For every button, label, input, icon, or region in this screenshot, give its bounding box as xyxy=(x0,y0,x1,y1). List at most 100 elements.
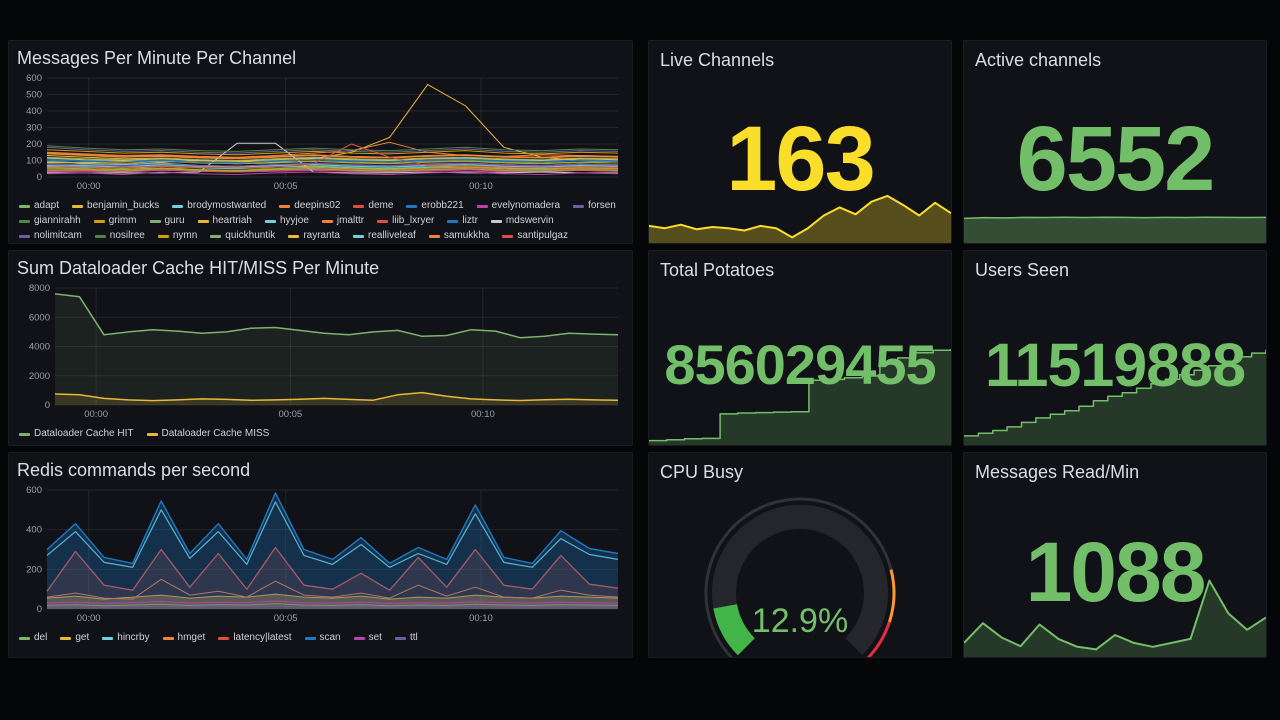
svg-text:00:05: 00:05 xyxy=(278,409,302,420)
svg-text:8000: 8000 xyxy=(29,283,50,294)
legend-item[interactable]: nymn xyxy=(157,230,198,242)
legend-item[interactable]: nolimitcam xyxy=(19,230,82,242)
panel-title[interactable]: Redis commands per second xyxy=(17,460,251,480)
legend-series-label: giannirahh xyxy=(34,215,81,226)
legend-item[interactable]: brodymostwanted xyxy=(172,200,266,212)
legend-series-label: nymn xyxy=(172,230,198,241)
legend-item[interactable]: liztr xyxy=(447,215,478,227)
legend-item[interactable]: hincrby xyxy=(102,632,150,644)
legend-item[interactable]: mdswervin xyxy=(490,215,554,227)
svg-text:00:05: 00:05 xyxy=(274,613,298,624)
legend-series-color-chip xyxy=(149,219,161,223)
legend-series-color-chip xyxy=(490,219,502,223)
legend-item[interactable]: erobb221 xyxy=(406,200,464,212)
panel-title[interactable]: Messages Read/Min xyxy=(975,462,1140,482)
messages-read-value: 1088 xyxy=(1025,525,1207,619)
legend-series-label: guru xyxy=(164,215,185,226)
svg-text:6000: 6000 xyxy=(29,312,50,323)
messages-read-sparkline[interactable] xyxy=(964,572,1266,657)
legend-series-label: hincrby xyxy=(117,632,150,643)
legend-series-label: nosilree xyxy=(109,230,145,241)
legend-item[interactable]: evelynomadera xyxy=(476,200,560,212)
legend-item[interactable]: Dataloader Cache HIT xyxy=(19,428,134,440)
stat-body: 12.9% xyxy=(649,487,951,657)
svg-text:4000: 4000 xyxy=(29,342,50,353)
legend-series-color-chip xyxy=(19,432,30,436)
legend-item[interactable]: ttl xyxy=(394,632,418,644)
legend-item[interactable]: Dataloader Cache MISS xyxy=(146,428,270,440)
panel-users-seen: Users Seen 11519888 xyxy=(963,250,1267,446)
panel-title[interactable]: Live Channels xyxy=(660,50,775,70)
legend-series-color-chip xyxy=(406,204,418,208)
legend-series-color-chip xyxy=(353,234,364,238)
legend-item[interactable]: adapt xyxy=(19,200,59,212)
legend-item[interactable]: liib_lxryer xyxy=(377,215,434,227)
legend-item[interactable]: get xyxy=(60,632,89,644)
stat-body: 11519888 xyxy=(964,285,1266,445)
panel-title[interactable]: Messages Per Minute Per Channel xyxy=(17,48,297,68)
legend-series-color-chip xyxy=(162,636,174,640)
legend-item[interactable]: latency|latest xyxy=(218,632,292,644)
legend-item[interactable]: deepins02 xyxy=(279,200,340,212)
users-seen-sparkline[interactable] xyxy=(964,343,1266,445)
panel-title[interactable]: Total Potatoes xyxy=(660,260,775,280)
legend-series-label: set xyxy=(368,632,382,643)
legend-series-label: Dataloader Cache MISS xyxy=(161,428,270,439)
legend-item[interactable]: hyyjoe xyxy=(264,215,309,227)
legend-item[interactable]: giannirahh xyxy=(19,215,81,227)
svg-text:600: 600 xyxy=(26,73,42,84)
legend-series-label: deepins02 xyxy=(294,200,341,211)
svg-text:300: 300 xyxy=(26,123,42,134)
legend-series-color-chip xyxy=(428,234,440,238)
legend-series-color-chip xyxy=(447,219,459,223)
active-channels-sparkline[interactable] xyxy=(964,191,1266,243)
legend-item[interactable]: nosilree xyxy=(94,230,145,242)
panel-title[interactable]: Active channels xyxy=(975,50,1102,70)
live-channels-sparkline[interactable] xyxy=(649,187,951,243)
legend-item[interactable]: benjamin_bucks xyxy=(72,200,159,212)
panel-total-potatoes: Total Potatoes 856029455 xyxy=(648,250,952,446)
legend-item[interactable]: rayranta xyxy=(288,230,340,242)
panel-title[interactable]: Users Seen xyxy=(975,260,1070,280)
legend-series-color-chip xyxy=(19,234,30,238)
users-seen-value: 11519888 xyxy=(984,330,1246,399)
redis-commands-chart[interactable]: 0 200 400 600 00:00 00:05 00:10 xyxy=(17,484,626,624)
legend-item[interactable]: samukkha xyxy=(428,230,489,242)
legend-item[interactable]: deme xyxy=(353,200,393,212)
dataloader-cache-chart[interactable]: 0 2000 4000 6000 8000 00:00 00:05 00:10 xyxy=(17,282,626,420)
panel-title[interactable]: Sum Dataloader Cache HIT/MISS Per Minute xyxy=(17,258,380,278)
legend-series-label: mdswervin xyxy=(505,215,554,226)
legend-item[interactable]: grimm xyxy=(93,215,137,227)
svg-text:0: 0 xyxy=(45,400,50,411)
legend-item[interactable]: hmget xyxy=(162,632,205,644)
legend-series-color-chip xyxy=(264,219,276,223)
legend-item[interactable]: set xyxy=(353,632,382,644)
legend-item[interactable]: santipulgaz xyxy=(502,230,568,242)
legend-item[interactable]: realliveleaf xyxy=(353,230,416,242)
legend-item[interactable]: forsen xyxy=(573,200,616,212)
panel-title[interactable]: CPU Busy xyxy=(660,462,744,482)
legend-item[interactable]: guru xyxy=(149,215,185,227)
cpu-busy-gauge[interactable] xyxy=(649,487,951,658)
legend-item[interactable]: scan xyxy=(304,632,341,644)
live-channels-value: 163 xyxy=(726,108,876,210)
legend-series-color-chip xyxy=(102,636,114,640)
messages-per-minute-chart[interactable]: 0 100 200 300 400 500 600 00:00 00:05 00:10 xyxy=(17,72,626,192)
legend-item[interactable]: heartriah xyxy=(197,215,252,227)
total-potatoes-sparkline[interactable] xyxy=(649,343,951,445)
legend-item[interactable]: del xyxy=(19,632,47,644)
svg-text:400: 400 xyxy=(26,525,42,536)
svg-text:0: 0 xyxy=(37,604,42,615)
panel-redis-commands: Redis commands per second 0 200 400 600 00:0… xyxy=(8,452,633,658)
total-potatoes-value: 856029455 xyxy=(664,333,936,396)
stat-body: 1088 xyxy=(964,487,1266,657)
legend-series-label: latency|latest xyxy=(233,632,292,643)
legend-item[interactable]: quickhuntik xyxy=(210,230,275,242)
legend-item[interactable]: jmalttr xyxy=(321,215,364,227)
legend-series-color-chip xyxy=(502,234,514,238)
legend-series-label: grimm xyxy=(108,215,137,226)
legend-series-label: santipulgaz xyxy=(517,230,568,241)
panel-dataloader-cache: Sum Dataloader Cache HIT/MISS Per Minute… xyxy=(8,250,633,446)
legend-series-label: brodymostwanted xyxy=(187,200,267,211)
